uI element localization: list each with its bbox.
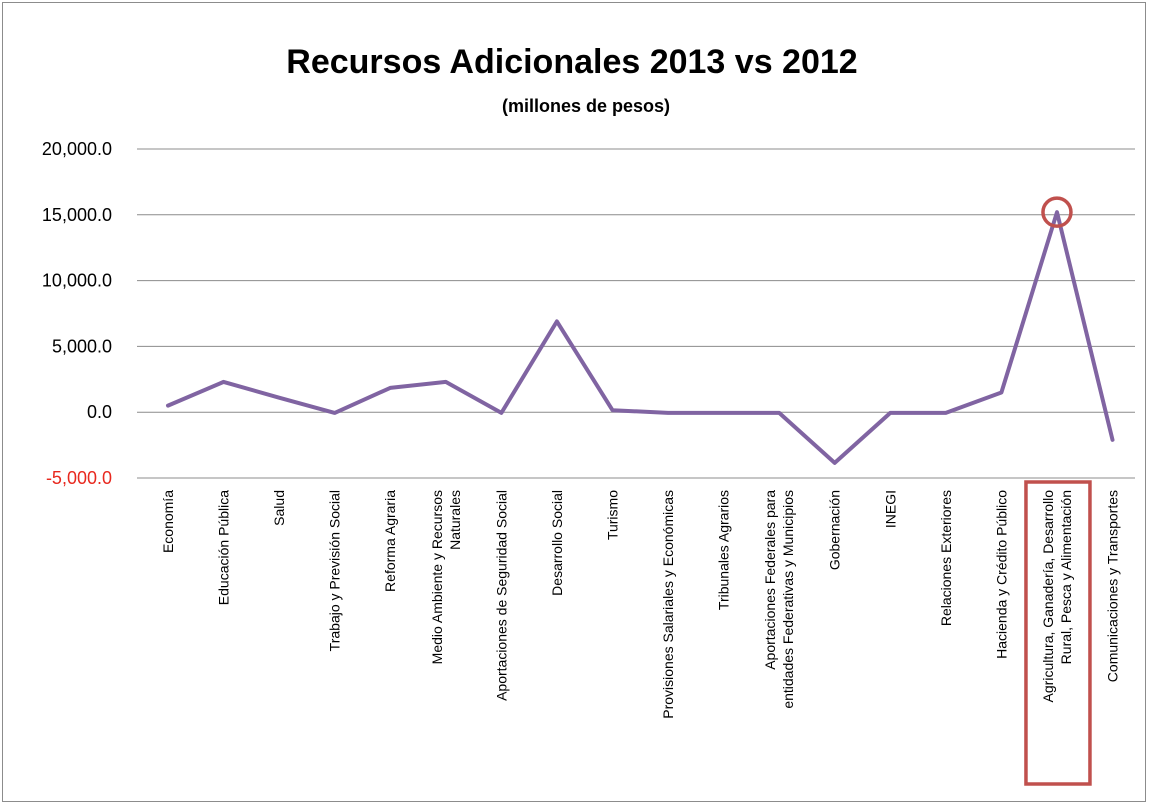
x-tick-label: Salud xyxy=(271,490,287,526)
x-tick-label-line: Trabajo y Previsión Social xyxy=(327,490,343,651)
y-tick-label: 10,000.0 xyxy=(42,271,112,291)
peak-highlight-circle xyxy=(1041,196,1073,228)
x-tick-label-line: Turismo xyxy=(605,490,621,540)
x-tick-label-line: Comunicaciones y Transportes xyxy=(1105,490,1121,682)
x-tick-label-line: Desarrollo Social xyxy=(549,490,565,596)
x-tick-label-line: Provisiones Salariales y Económicas xyxy=(660,490,676,719)
x-tick-label-line: entidades Federativas y Municipios xyxy=(780,490,796,709)
x-tick-label-line: Reforma Agraria xyxy=(382,490,398,592)
category-highlight-box xyxy=(1024,480,1092,786)
x-tick-label: Agricultura, Ganadería, Desarrollo Rural,… xyxy=(1040,490,1074,703)
x-tick-label: Reforma Agraria xyxy=(382,490,398,592)
x-tick-label-line: Gobernación xyxy=(827,490,843,570)
x-tick-label: Comunicaciones y Transportes xyxy=(1105,490,1121,682)
x-tick-label-line: Relaciones Exteriores xyxy=(938,490,954,626)
x-tick-label-line: Medio Ambiente y Recursos xyxy=(429,490,445,664)
x-tick-label: Tribunales Agrarios xyxy=(716,490,732,610)
y-tick-label: 0.0 xyxy=(87,402,112,422)
x-tick-label: Desarrollo Social xyxy=(549,490,565,596)
x-tick-label-line: Aportaciones de Seguridad Social xyxy=(493,490,509,701)
x-tick-label: Hacienda y Crédito Público xyxy=(993,490,1009,659)
x-tick-label-line: Economía xyxy=(160,490,176,553)
x-tick-label: Relaciones Exteriores xyxy=(938,490,954,626)
x-tick-label-line: Aportaciones Federales para xyxy=(762,490,778,670)
x-tick-label-line: Hacienda y Crédito Público xyxy=(993,490,1009,659)
chart-subtitle: (millones de pesos) xyxy=(502,96,670,116)
x-tick-label: Turismo xyxy=(605,490,621,540)
series-group xyxy=(166,210,1115,465)
x-tick-label-line: Salud xyxy=(271,490,287,526)
y-tick-label: 20,000.0 xyxy=(42,139,112,159)
y-axis-ticks: 20,000.0 15,000.0 10,000.0 5,000.0 0.0 -5,000… xyxy=(42,139,112,488)
gridlines xyxy=(137,148,1135,479)
x-tick-label: Trabajo y Previsión Social xyxy=(327,490,343,651)
x-tick-label: Gobernación xyxy=(827,490,843,570)
x-tick-label: INEGI xyxy=(882,490,898,528)
x-tick-label-line: Agricultura, Ganadería, Desarrollo xyxy=(1040,490,1056,703)
x-tick-label: Medio Ambiente y Recursos Naturales xyxy=(429,490,463,664)
y-tick-label: 5,000.0 xyxy=(52,336,112,356)
x-tick-label: Aportaciones de Seguridad Social xyxy=(493,490,509,701)
y-tick-label: 15,000.0 xyxy=(42,205,112,225)
x-axis-labels: Economía Educación Pública Salud Trabajo y … xyxy=(160,490,1121,719)
x-tick-label: Economía xyxy=(160,490,176,553)
x-tick-label-line: Naturales xyxy=(447,490,463,550)
x-tick-label: Educación Pública xyxy=(216,490,232,605)
chart-title: Recursos Adicionales 2013 vs 2012 xyxy=(286,43,857,81)
x-tick-label: Provisiones Salariales y Económicas xyxy=(660,490,676,719)
x-tick-label-line: Rural, Pesca y Alimentación xyxy=(1058,490,1074,664)
highlight-group xyxy=(1024,196,1092,786)
x-tick-label: Aportaciones Federales para entidades Fed… xyxy=(762,490,796,709)
y-tick-label: -5,000.0 xyxy=(46,468,112,488)
x-tick-label-line: Educación Pública xyxy=(216,490,232,605)
x-tick-label-line: Tribunales Agrarios xyxy=(716,490,732,610)
x-tick-label-line: INEGI xyxy=(882,490,898,528)
series-line xyxy=(166,210,1115,465)
